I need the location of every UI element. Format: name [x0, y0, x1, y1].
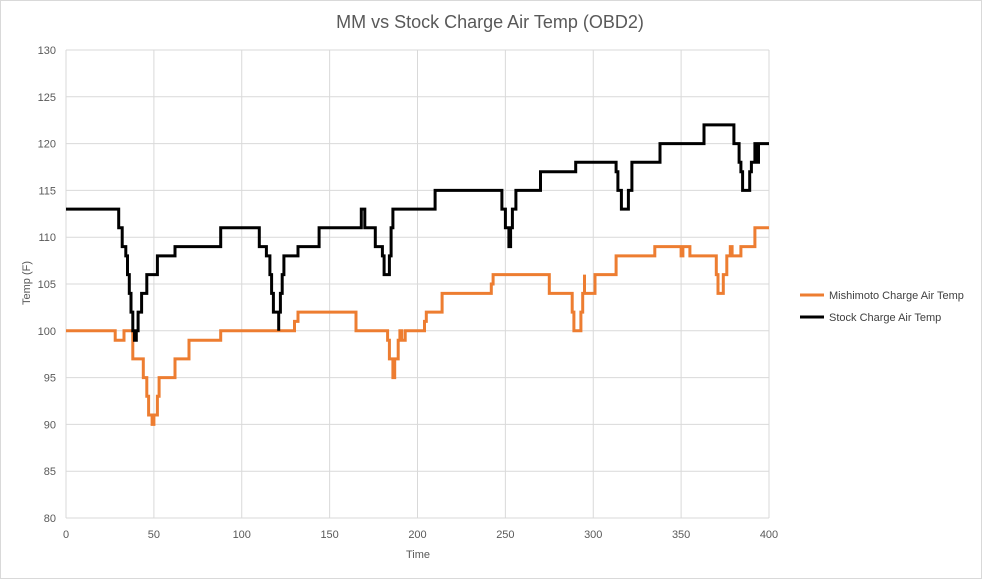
y-tick-label: 115 — [38, 185, 56, 197]
x-axis-ticks: 0 50 100 150 200 250 300 350 400 — [63, 529, 778, 541]
x-axis-title: Time — [406, 549, 430, 561]
gridlines — [65, 49, 770, 519]
x-tick-label: 200 — [408, 529, 426, 541]
y-tick-label: 120 — [38, 139, 56, 151]
chart-title: MM vs Stock Charge Air Temp (OBD2) — [336, 12, 644, 32]
series-lines — [66, 123, 769, 426]
x-tick-label: 0 — [63, 529, 69, 541]
y-tick-label: 130 — [38, 45, 56, 57]
x-tick-label: 100 — [233, 529, 251, 541]
y-tick-label: 80 — [44, 513, 56, 525]
y-tick-label: 85 — [44, 466, 56, 478]
y-tick-label: 95 — [44, 373, 56, 385]
y-tick-label: 90 — [44, 419, 56, 431]
y-tick-label: 125 — [38, 92, 56, 104]
x-tick-label: 250 — [496, 529, 514, 541]
series-line-mishimoto — [66, 226, 769, 426]
x-tick-label: 400 — [760, 529, 778, 541]
series-line-stock — [66, 123, 769, 342]
legend-label: Stock Charge Air Temp — [829, 312, 941, 324]
x-tick-label: 50 — [148, 529, 160, 541]
x-tick-label: 350 — [672, 529, 690, 541]
y-tick-label: 110 — [38, 232, 56, 244]
y-tick-label: 100 — [38, 326, 56, 338]
y-axis-ticks: 80 85 90 95 100 105 110 115 120 125 130 — [38, 45, 56, 525]
y-axis-title: Temp (F) — [21, 261, 33, 305]
y-tick-label: 105 — [38, 279, 56, 291]
x-tick-label: 300 — [584, 529, 602, 541]
legend: Mishimoto Charge Air Temp Stock Charge Ai… — [800, 290, 964, 324]
x-tick-label: 150 — [320, 529, 338, 541]
legend-label: Mishimoto Charge Air Temp — [829, 290, 964, 302]
